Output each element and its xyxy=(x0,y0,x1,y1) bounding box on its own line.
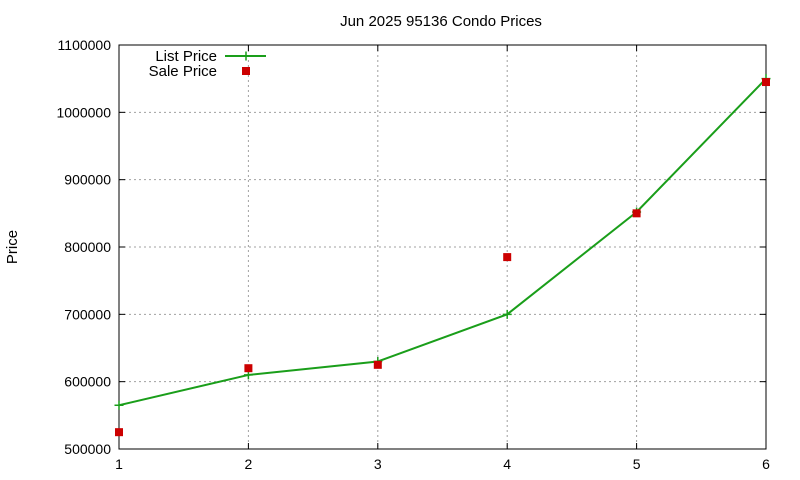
y-tick-label: 900000 xyxy=(64,172,111,188)
list-price-line xyxy=(118,77,767,407)
y-tick-label: 800000 xyxy=(64,239,111,255)
tick-label-layer: 1 2 3 4 5 6 500000 600000 700000 800000 900000 1000… xyxy=(56,37,770,472)
y-tick-label: 600000 xyxy=(64,374,111,390)
series-layer xyxy=(114,74,771,437)
chart-title: Jun 2025 95136 Condo Prices xyxy=(340,13,542,30)
y-tick-label: 1100000 xyxy=(58,37,112,53)
sale-price-point xyxy=(503,253,512,262)
x-tick-label: 1 xyxy=(115,456,123,472)
y-tick-label: 500000 xyxy=(64,441,111,457)
x-tick-label: 5 xyxy=(633,456,641,472)
x-tick-label: 2 xyxy=(245,456,253,472)
sale-price-point xyxy=(373,360,382,369)
y-tick-label: 1000000 xyxy=(56,104,111,120)
list-price-point xyxy=(114,400,124,410)
sale-price-point xyxy=(115,428,123,437)
plot-frame xyxy=(118,44,767,450)
sale-price-point xyxy=(632,209,641,218)
grid-layer xyxy=(119,45,766,449)
x-tick-label: 3 xyxy=(374,456,382,472)
list-price-point xyxy=(502,309,512,319)
x-tick-label: 6 xyxy=(762,456,770,472)
y-axis-label: Price xyxy=(4,230,21,264)
legend-label-sale-price: Sale Price xyxy=(149,63,217,80)
legend-marker-list-price xyxy=(241,51,251,61)
legend-label-list-price: List Price xyxy=(155,48,217,65)
y-tick-label: 700000 xyxy=(64,306,111,322)
sale-price-point xyxy=(762,78,770,87)
tick-layer xyxy=(118,44,767,450)
legend-marker-sale-price xyxy=(242,67,250,75)
sale-price-point xyxy=(244,364,253,373)
x-tick-label: 4 xyxy=(503,456,511,472)
legend: List Price Sale Price xyxy=(149,48,266,80)
